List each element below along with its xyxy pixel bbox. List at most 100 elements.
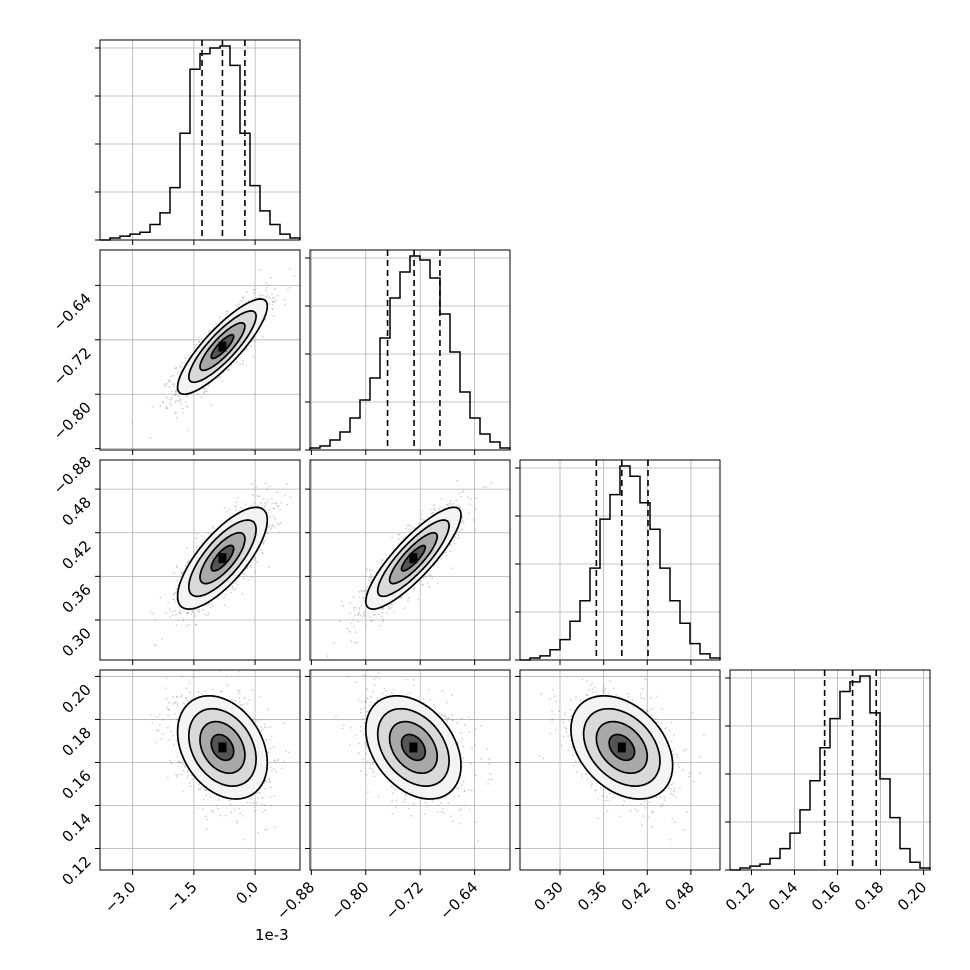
- scatter-point: [223, 604, 226, 607]
- scatter-point: [261, 542, 264, 544]
- scatter-point: [264, 809, 267, 811]
- scatter-point: [130, 421, 133, 424]
- scatter-point: [271, 293, 273, 295]
- scatter-point: [226, 310, 229, 313]
- scatter-point: [341, 600, 343, 602]
- hist-panel-3: 0.12 0.14 0.16 0.18 0.20: [722, 669, 931, 914]
- scatter-point: [391, 603, 394, 606]
- scatter-point: [236, 820, 238, 823]
- scatter-point: [211, 525, 214, 528]
- scatter-point: [454, 536, 456, 538]
- scatter-point: [362, 613, 365, 616]
- scatter-point: [179, 762, 182, 764]
- scatter-point: [352, 618, 355, 621]
- scatter-point: [204, 390, 207, 392]
- scatter-point: [326, 655, 329, 657]
- scatter-point: [272, 308, 274, 311]
- scatter-point: [264, 787, 267, 790]
- scatter-point: [284, 303, 287, 306]
- scatter-point: [407, 597, 410, 600]
- scatter-point: [242, 363, 244, 365]
- scatter-point: [225, 313, 228, 316]
- scatter-point: [176, 718, 179, 721]
- scatter-point: [171, 383, 174, 385]
- scatter-point: [194, 624, 197, 626]
- scatter-point: [156, 729, 158, 732]
- contour-line: [388, 531, 439, 585]
- scatter-point: [352, 625, 355, 628]
- scatter-point: [467, 512, 470, 514]
- scatter-point: [166, 397, 169, 400]
- histogram-steps: [520, 465, 721, 661]
- scatter-point: [186, 612, 189, 615]
- scatter-point: [263, 502, 266, 504]
- scatter-point: [263, 506, 266, 509]
- scatter-point: [168, 379, 171, 381]
- plot-area: [100, 250, 300, 450]
- scatter-point: [449, 550, 452, 553]
- scatter-point: [225, 510, 228, 513]
- scatter-point: [385, 612, 388, 615]
- scatter-point: [273, 301, 275, 304]
- scatter-point: [237, 584, 239, 586]
- scatter-point: [250, 564, 253, 567]
- scatter-point: [363, 611, 365, 614]
- hist-frame: [729, 669, 931, 871]
- scatter-point: [176, 372, 179, 374]
- scatter-point: [450, 544, 452, 546]
- scatter-point: [381, 620, 384, 623]
- scatter-point: [210, 404, 213, 407]
- scatter-point: [174, 394, 177, 396]
- scatter-point: [255, 486, 258, 489]
- scatter-point: [242, 572, 245, 575]
- scatter-point: [186, 405, 189, 407]
- scatter-point: [169, 380, 171, 383]
- scatter-point: [210, 602, 212, 605]
- hist-panel-1: [305, 249, 511, 455]
- scatter-point: [278, 523, 281, 526]
- scatter-point: [175, 588, 178, 590]
- scatter-point: [179, 612, 182, 615]
- y-tick-label: −0.64: [50, 289, 95, 334]
- scatter-point: [177, 773, 180, 776]
- scatter-point: [192, 551, 195, 553]
- scatter-point: [260, 726, 262, 729]
- scatter-point: [273, 296, 276, 299]
- scatter-point: [271, 303, 274, 306]
- scatter-point: [449, 500, 452, 503]
- scatter-point: [365, 624, 367, 627]
- scatter-point: [352, 607, 355, 609]
- y-tick-label: 0.48: [58, 493, 94, 529]
- scatter-point: [186, 770, 189, 773]
- scatter-point: [202, 387, 205, 390]
- scatter-frame: [99, 459, 301, 661]
- scatter-point: [353, 641, 356, 644]
- scatter-point: [400, 596, 402, 599]
- scatter-point: [264, 482, 267, 485]
- contour-line: [400, 544, 427, 572]
- scatter-point: [182, 619, 185, 621]
- scatter-point: [253, 502, 256, 505]
- scatter-point: [407, 599, 409, 602]
- scatter-point: [430, 512, 433, 515]
- scatter-point: [174, 609, 177, 612]
- scatter-point: [439, 506, 442, 509]
- scatter-point: [239, 506, 242, 509]
- scatter-point: [186, 406, 189, 409]
- scatter-point: [461, 520, 463, 523]
- scatter-point: [452, 502, 455, 505]
- contour-line: [210, 544, 235, 572]
- scatter-point: [174, 401, 177, 404]
- scatter-point: [413, 587, 416, 590]
- scatter-point: [365, 589, 368, 592]
- scatter-point: [462, 519, 464, 522]
- scatter-point: [429, 508, 432, 511]
- scatter-point: [252, 355, 254, 358]
- scatter-point: [170, 404, 173, 406]
- scatter-point: [366, 586, 369, 589]
- scatter-point: [179, 370, 182, 373]
- scatter-point: [186, 546, 189, 549]
- scatter-point: [333, 642, 335, 644]
- scatter-point: [264, 504, 267, 506]
- scatter-point: [206, 614, 209, 617]
